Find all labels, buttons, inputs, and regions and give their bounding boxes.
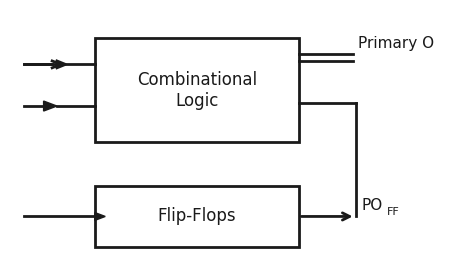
- Text: Flip-Flops: Flip-Flops: [157, 207, 236, 226]
- Polygon shape: [95, 213, 105, 220]
- Polygon shape: [44, 101, 57, 111]
- Text: FF: FF: [387, 207, 400, 217]
- Text: Primary O: Primary O: [358, 36, 434, 51]
- Text: PO: PO: [361, 198, 383, 213]
- Bar: [95, 38, 299, 142]
- Bar: [95, 186, 299, 247]
- Text: Combinational
Logic: Combinational Logic: [137, 71, 257, 110]
